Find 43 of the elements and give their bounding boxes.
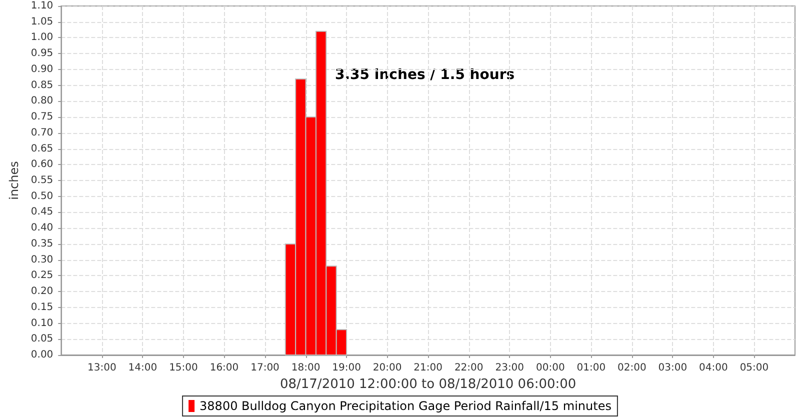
y-tick-label: 0.55 [30, 175, 54, 186]
x-tick-label: 18:00 [291, 362, 320, 374]
y-tick-label: 0.90 [30, 64, 54, 75]
y-axis-title: inches [7, 161, 21, 200]
y-tick-label: 1.00 [30, 32, 54, 44]
y-tick-label: 0.85 [30, 80, 54, 91]
y-tick-label: 0.65 [30, 143, 54, 154]
x-tick-label: 17:00 [250, 362, 280, 374]
y-tick-label: 0.05 [30, 334, 54, 345]
y-tick-label: 0.15 [30, 302, 54, 313]
y-tick-label: 0.30 [30, 254, 54, 266]
y-tick-label: 0.95 [30, 48, 54, 60]
y-tick-label: 0.75 [30, 112, 54, 123]
y-tick-label: 0.20 [30, 286, 54, 298]
x-tick-label: 22:00 [454, 362, 484, 374]
x-tick-label: 02:00 [618, 362, 646, 374]
y-tick-label: 0.80 [30, 96, 54, 107]
y-tick-label: 0.50 [30, 190, 54, 202]
x-tick-label: 01:00 [576, 362, 606, 374]
y-tick-label: 0.00 [30, 350, 54, 360]
x-tick-label: 04:00 [699, 362, 728, 374]
y-tick-label: 0.60 [30, 159, 54, 170]
y-tick-label: 0.25 [30, 270, 54, 282]
y-tick-label: 0.45 [30, 206, 54, 218]
x-axis-title: 08/17/2010 12:00:00 to 08/18/2010 06:00:00 [280, 376, 576, 392]
x-tick-label: 05:00 [740, 362, 769, 374]
x-tick-label: 23:00 [495, 362, 524, 374]
y-tick-label: 0.40 [30, 222, 54, 234]
y-tick-label: 1.10 [30, 0, 54, 12]
y-tick-label: 1.05 [30, 16, 54, 28]
y-tick-label: 0.35 [30, 238, 54, 250]
x-tick-label: 13:00 [88, 362, 116, 374]
x-tick-label: 21:00 [414, 362, 442, 374]
x-tick-label: 16:00 [210, 362, 239, 374]
x-tick-label: 19:00 [332, 362, 361, 374]
x-tick-label: 20:00 [372, 362, 402, 374]
x-tick-label: 00:00 [536, 362, 565, 374]
y-tick-label: 0.10 [30, 318, 54, 329]
legend-label: 38800 Bulldog Canyon Precipitation Gage Period Rainfall/15 minutes [200, 399, 612, 413]
x-tick-label: 03:00 [658, 362, 688, 374]
x-tick-label: 15:00 [169, 362, 198, 374]
x-tick-label: 14:00 [128, 362, 158, 374]
y-tick-label: 0.70 [30, 127, 54, 138]
